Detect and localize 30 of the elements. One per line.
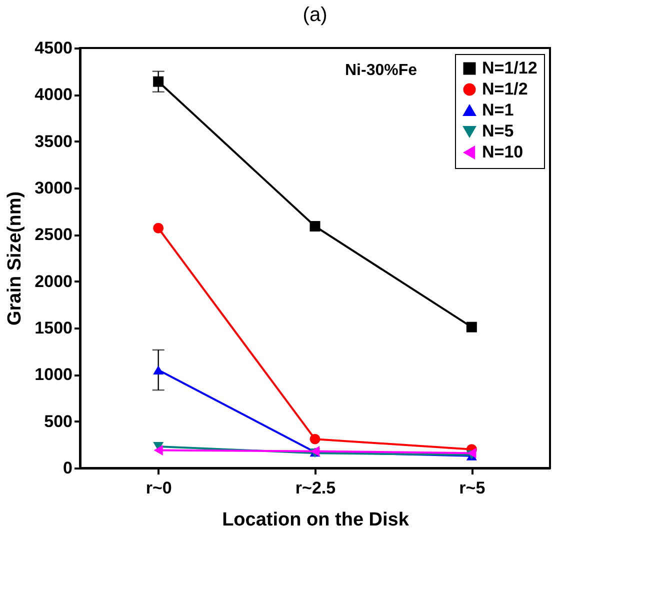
x-tick-label: r~5: [459, 478, 486, 498]
point: [153, 76, 164, 87]
y-tick-label: 3000: [34, 178, 72, 198]
legend-label: N=1/12: [482, 58, 538, 78]
y-tick-label: 4000: [34, 85, 72, 104]
annotation: Ni-30%Fe: [345, 62, 418, 79]
y-axis-title: Grain Size(nm): [4, 191, 26, 326]
point: [466, 322, 477, 332]
point: [310, 434, 320, 444]
y-tick-label: 2500: [34, 225, 72, 244]
legend-label: N=1/2: [482, 80, 528, 98]
legend-label: N=1: [482, 100, 514, 120]
point: [310, 221, 320, 232]
y-tick-label: 500: [44, 412, 72, 431]
point: [467, 448, 476, 458]
x-tick-label: r~0: [146, 478, 172, 498]
y-tick-label: 1500: [34, 318, 72, 338]
chart-title: (a): [302, 4, 328, 26]
y-tick-label: 4500: [34, 38, 72, 58]
legend-label: N=10: [482, 142, 524, 162]
y-tick-label: 0: [63, 458, 72, 478]
y-tick-label: 2000: [34, 272, 72, 291]
x-axis-title: Location on the Disk: [222, 510, 410, 530]
point: [153, 365, 164, 375]
point: [154, 445, 163, 456]
legend-label: N=5: [482, 122, 514, 140]
x-tick-label: r~2.5: [295, 478, 336, 498]
y-tick-label: 3500: [34, 132, 72, 151]
point: [153, 222, 164, 234]
y-tick-label: 1000: [34, 365, 72, 384]
